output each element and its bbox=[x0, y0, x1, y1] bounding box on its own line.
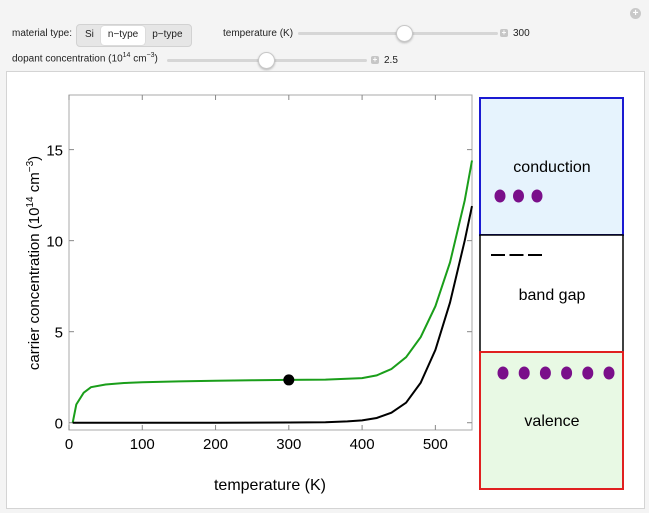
material-type-label: material type: bbox=[12, 28, 73, 39]
electron-dot bbox=[513, 189, 524, 203]
dopant-label-unit-exp: −3 bbox=[146, 52, 155, 59]
valence-label: valence bbox=[524, 413, 579, 430]
y-tick-label: 15 bbox=[46, 143, 63, 160]
valence-electron-dot bbox=[539, 366, 551, 380]
valence-electron-dot bbox=[582, 366, 594, 380]
dopant-label-close: ) bbox=[154, 53, 158, 65]
material-type-selector[interactable]: Si n−type p−type bbox=[76, 24, 192, 47]
material-option-n-type[interactable]: n−type bbox=[100, 26, 146, 45]
x-tick-label: 300 bbox=[276, 436, 301, 453]
dopant-label-text: dopant concentration (10 bbox=[12, 53, 123, 65]
dopant-slider-thumb[interactable] bbox=[258, 52, 275, 69]
valence-electron-dot bbox=[497, 366, 509, 380]
valence-electron-dot bbox=[603, 366, 615, 380]
valence-electron-dot bbox=[518, 366, 530, 380]
temperature-slider-thumb[interactable] bbox=[396, 25, 413, 42]
dopant-label-exp: 14 bbox=[122, 52, 131, 59]
conduction-band bbox=[479, 97, 624, 236]
x-axis-label: temperature (K) bbox=[214, 477, 326, 494]
electron-dot bbox=[531, 189, 543, 203]
y-tick-label: 0 bbox=[55, 416, 63, 433]
x-tick-label: 500 bbox=[423, 436, 448, 453]
carrier-concentration-chart: 0 100 200 300 400 500 0 5 10 15 temperature (K) c… bbox=[25, 94, 624, 494]
temperature-value: 300 bbox=[513, 28, 530, 39]
y-tick-label: 10 bbox=[46, 234, 63, 251]
x-tick-label: 100 bbox=[130, 436, 155, 453]
temperature-plus-icon[interactable]: + bbox=[500, 28, 508, 37]
valence-electron-dot bbox=[561, 366, 573, 380]
plot-frame bbox=[68, 94, 473, 431]
dopant-concentration-label: dopant concentration (1014 cm−3) bbox=[12, 52, 158, 64]
options-plus-icon[interactable]: + bbox=[630, 8, 641, 19]
dopant-label-unit: cm bbox=[130, 53, 147, 65]
band-gap-label: band gap bbox=[519, 287, 586, 304]
dopant-value: 2.5 bbox=[384, 55, 398, 66]
conduction-label: conduction bbox=[513, 159, 590, 176]
y-axis-label: carrier concentration (1014 cm−3) bbox=[25, 156, 43, 370]
material-option-si[interactable]: Si bbox=[85, 29, 94, 40]
material-option-p-type[interactable]: p−type bbox=[152, 29, 183, 40]
y-tick-label: 5 bbox=[55, 325, 63, 342]
dopant-plus-icon[interactable]: + bbox=[371, 55, 379, 64]
current-temperature-marker bbox=[283, 374, 295, 386]
electron-dot bbox=[494, 189, 506, 203]
temperature-label: temperature (K) bbox=[223, 28, 294, 39]
output-panel: 0 100 200 300 400 500 0 5 10 15 temperature (K) c… bbox=[6, 71, 645, 509]
series-line-1 bbox=[72, 205, 473, 424]
x-tick-label: 400 bbox=[350, 436, 375, 453]
x-tick-label: 200 bbox=[203, 436, 228, 453]
x-tick-label: 0 bbox=[65, 436, 73, 453]
